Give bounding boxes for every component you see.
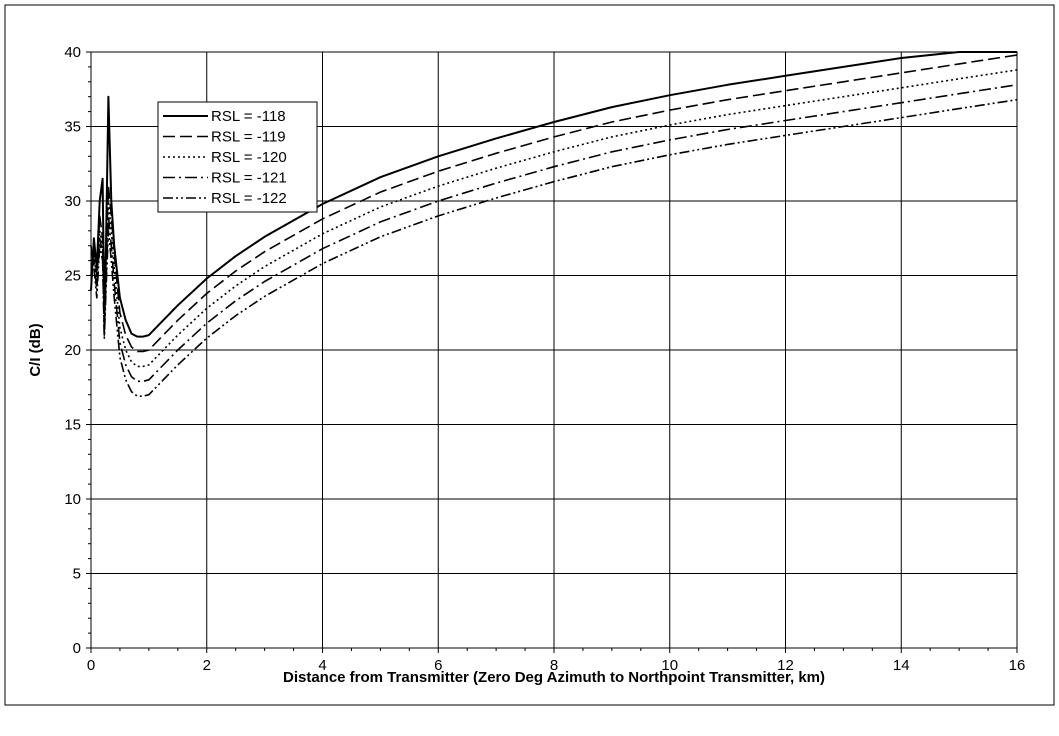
y-tick-label: 25 [64, 268, 81, 285]
x-tick-label: 2 [203, 657, 211, 674]
x-tick-label: 4 [318, 657, 326, 674]
y-tick-label: 5 [73, 566, 81, 583]
series-line-4 [90, 84, 1018, 383]
y-tick-label: 10 [64, 491, 81, 508]
figure-border [4, 4, 1055, 706]
legend-label-1: RSL = -118 [211, 108, 286, 125]
y-tick-label: 0 [73, 640, 81, 657]
x-axis-title: Distance from Transmitter (Zero Deg Azim… [283, 669, 825, 686]
legend: RSL = -118 RSL = -119 RSL = -120 RSL = -121… [157, 101, 318, 213]
y-tick-label: 20 [64, 342, 81, 359]
y-axis-title: C/I (dB) [27, 323, 44, 376]
x-tick-label: 8 [550, 657, 558, 674]
x-tick-label: 10 [661, 657, 678, 674]
x-axis: 0 2 4 6 8 10 12 14 16 [87, 648, 1026, 674]
legend-label-4: RSL = -121 [211, 170, 287, 187]
x-tick-label: 12 [777, 657, 794, 674]
x-tick-label: 6 [434, 657, 442, 674]
x-tick-label: 0 [87, 657, 95, 674]
series-line-5 [90, 98, 1018, 397]
legend-label-5: RSL = -122 [211, 190, 287, 207]
x-tick-label: 14 [893, 657, 910, 674]
legend-label-3: RSL = -120 [211, 149, 287, 166]
x-tick-label: 16 [1009, 657, 1026, 674]
y-axis: 0 5 10 15 20 25 30 35 40 [64, 44, 91, 657]
y-tick-label: 35 [64, 119, 81, 136]
series-line-3 [90, 69, 1018, 368]
y-tick-label: 40 [64, 44, 81, 61]
y-tick-label: 15 [64, 417, 81, 434]
gridlines [91, 52, 1017, 648]
series-lines [90, 51, 1018, 397]
legend-label-2: RSL = -119 [211, 129, 286, 146]
y-tick-label: 30 [64, 193, 81, 210]
